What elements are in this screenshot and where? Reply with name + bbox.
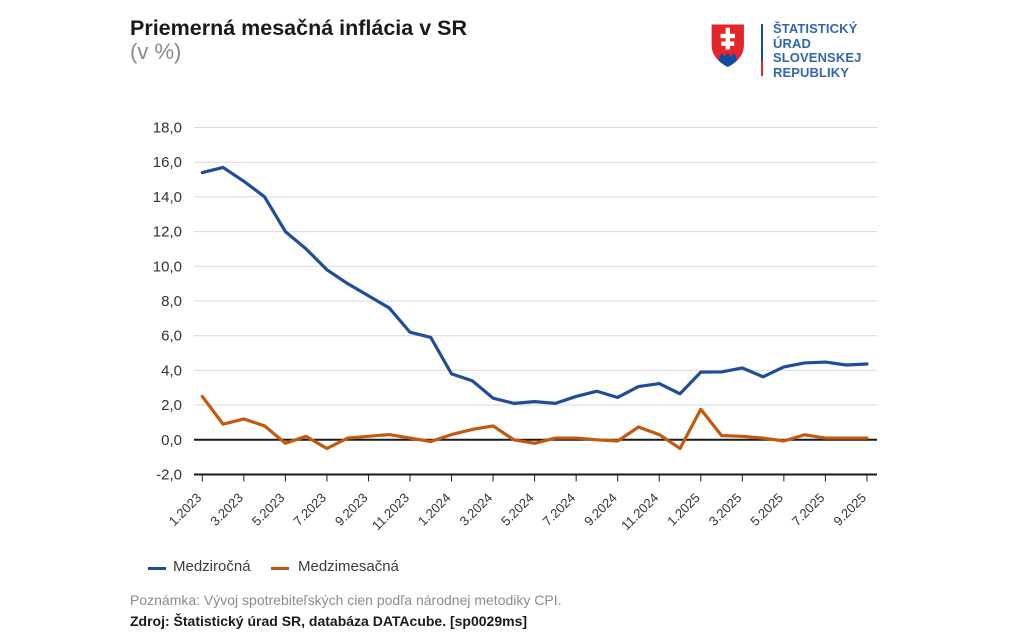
- svg-text:5.2023: 5.2023: [249, 490, 288, 529]
- svg-text:9.2024: 9.2024: [581, 490, 620, 529]
- svg-text:10,0: 10,0: [153, 258, 182, 275]
- svg-text:18,0: 18,0: [153, 120, 182, 137]
- svg-text:8,0: 8,0: [161, 293, 182, 310]
- svg-text:6,0: 6,0: [161, 328, 182, 345]
- svg-text:11.2023: 11.2023: [369, 490, 412, 533]
- svg-text:0,0: 0,0: [161, 432, 182, 449]
- svg-text:7.2023: 7.2023: [290, 490, 329, 529]
- svg-text:16,0: 16,0: [153, 154, 182, 171]
- svg-text:3.2025: 3.2025: [706, 490, 745, 529]
- svg-text:9.2023: 9.2023: [332, 490, 371, 529]
- svg-text:11.2024: 11.2024: [618, 490, 661, 533]
- svg-text:1.2024: 1.2024: [415, 490, 454, 529]
- svg-text:12,0: 12,0: [153, 224, 182, 241]
- svg-text:2,0: 2,0: [161, 397, 182, 414]
- svg-text:5.2024: 5.2024: [498, 490, 537, 529]
- svg-text:4,0: 4,0: [161, 362, 182, 379]
- svg-text:14,0: 14,0: [153, 189, 182, 206]
- svg-text:1.2023: 1.2023: [166, 490, 205, 529]
- svg-text:1.2025: 1.2025: [664, 490, 703, 529]
- svg-text:3.2023: 3.2023: [207, 490, 246, 529]
- svg-text:3.2024: 3.2024: [456, 490, 495, 529]
- svg-text:9.2025: 9.2025: [830, 490, 869, 529]
- svg-text:5.2025: 5.2025: [747, 490, 786, 529]
- svg-text:7.2025: 7.2025: [789, 490, 828, 529]
- svg-text:-2,0: -2,0: [156, 467, 182, 484]
- svg-text:7.2024: 7.2024: [540, 490, 579, 529]
